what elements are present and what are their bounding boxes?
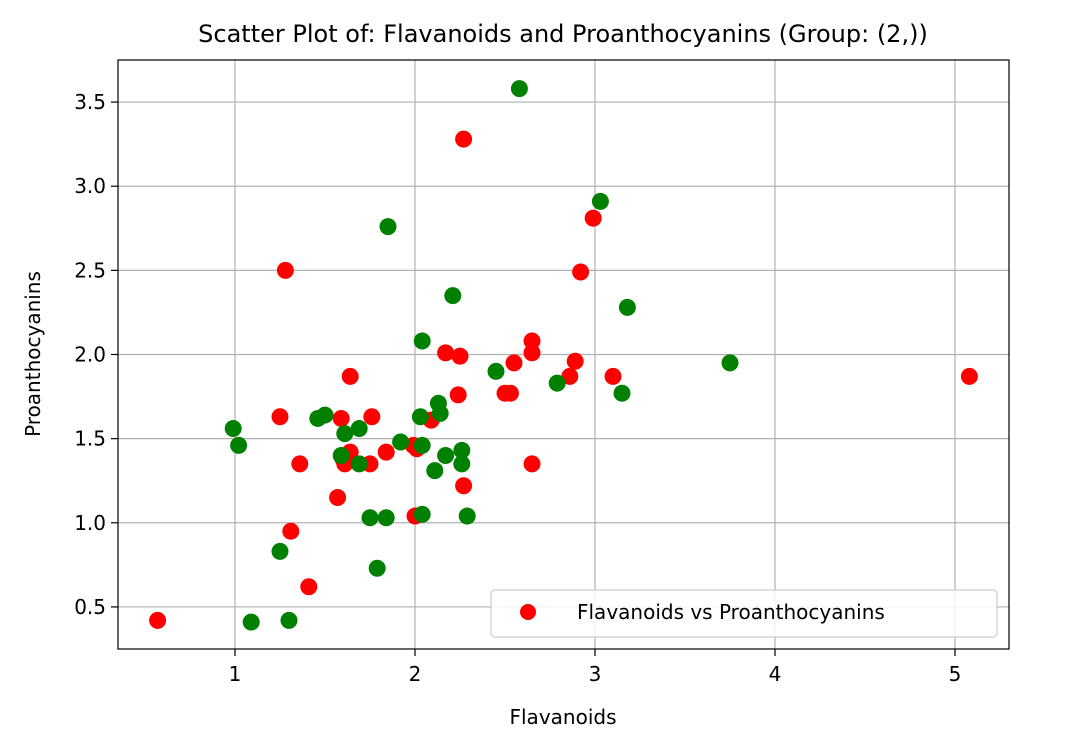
x-tick-label: 2 xyxy=(409,662,422,686)
scatter-point xyxy=(455,477,473,495)
scatter-point xyxy=(332,409,350,427)
scatter-point xyxy=(392,433,410,451)
scatter-point xyxy=(437,446,455,464)
scatter-point xyxy=(437,344,455,362)
scatter-point xyxy=(449,386,467,404)
scatter-point xyxy=(613,384,631,402)
scatter-point xyxy=(271,408,289,426)
scatter-point xyxy=(316,406,334,424)
y-tick-label: 2.0 xyxy=(74,343,106,367)
scatter-point xyxy=(377,509,395,527)
scatter-point xyxy=(363,408,381,426)
scatter-point xyxy=(350,420,368,438)
scatter-point xyxy=(341,367,359,385)
chart-title: Scatter Plot of: Flavanoids and Proantho… xyxy=(198,20,928,48)
x-tick-label: 1 xyxy=(229,662,242,686)
scatter-point xyxy=(413,332,431,350)
scatter-point xyxy=(224,420,242,438)
x-axis-ticks: 1 2 3 4 5 xyxy=(229,649,962,686)
scatter-point xyxy=(431,404,449,422)
scatter-point xyxy=(721,354,739,372)
scatter-point xyxy=(300,578,318,596)
scatter-point xyxy=(271,542,289,560)
scatter-point xyxy=(505,354,523,372)
scatter-point xyxy=(453,455,471,473)
scatter-point xyxy=(411,408,429,426)
scatter-point xyxy=(591,192,609,210)
legend: Flavanoids vs Proanthocyanins xyxy=(490,589,998,638)
scatter-point xyxy=(604,367,622,385)
scatter-point xyxy=(149,611,167,629)
x-tick-label: 3 xyxy=(589,662,602,686)
scatter-point xyxy=(453,441,471,459)
y-tick-label: 3.0 xyxy=(74,174,106,198)
legend-box xyxy=(490,589,998,638)
scatter-point xyxy=(523,332,541,350)
scatter-point xyxy=(426,462,444,480)
y-tick-label: 3.5 xyxy=(74,90,106,114)
scatter-point xyxy=(291,455,309,473)
scatter-point xyxy=(242,613,260,631)
scatter-point xyxy=(501,384,519,402)
data-points xyxy=(149,80,978,631)
scatter-point xyxy=(276,261,294,279)
scatter-point xyxy=(368,559,386,577)
scatter-point xyxy=(379,218,397,236)
scatter-point xyxy=(523,455,541,473)
scatter-point xyxy=(377,443,395,461)
grid-lines xyxy=(118,60,1009,649)
y-tick-label: 1.5 xyxy=(74,427,106,451)
scatter-point xyxy=(444,287,462,305)
scatter-point xyxy=(566,352,584,370)
x-axis-label: Flavanoids xyxy=(510,705,617,729)
scatter-point xyxy=(413,505,431,523)
scatter-point xyxy=(458,507,476,525)
y-tick-label: 2.5 xyxy=(74,258,106,282)
y-axis-label: Proanthocyanins xyxy=(21,271,45,437)
y-axis-ticks: 0.5 1.0 1.5 2.0 2.5 3.0 3.5 xyxy=(74,90,118,619)
scatter-point xyxy=(230,436,248,454)
y-tick-label: 1.0 xyxy=(74,511,106,535)
legend-marker xyxy=(520,604,536,620)
scatter-point xyxy=(413,436,431,454)
scatter-point xyxy=(332,446,350,464)
scatter-point xyxy=(361,509,379,527)
scatter-point xyxy=(561,367,579,385)
legend-label: Flavanoids vs Proanthocyanins xyxy=(577,600,885,624)
scatter-point xyxy=(523,344,541,362)
x-tick-label: 5 xyxy=(949,662,962,686)
scatter-point xyxy=(510,80,528,98)
scatter-point xyxy=(584,209,602,227)
scatter-point xyxy=(548,374,566,392)
scatter-point xyxy=(280,611,298,629)
scatter-point xyxy=(282,522,300,540)
scatter-point xyxy=(455,130,473,148)
scatter-point xyxy=(350,455,368,473)
scatter-point xyxy=(572,263,590,281)
x-tick-label: 4 xyxy=(769,662,782,686)
scatter-point xyxy=(618,298,636,316)
scatter-point xyxy=(960,367,978,385)
scatter-point xyxy=(487,362,505,380)
y-tick-label: 0.5 xyxy=(74,595,106,619)
scatter-point xyxy=(329,489,347,507)
scatter-point xyxy=(336,425,354,443)
scatter-point xyxy=(451,347,469,365)
